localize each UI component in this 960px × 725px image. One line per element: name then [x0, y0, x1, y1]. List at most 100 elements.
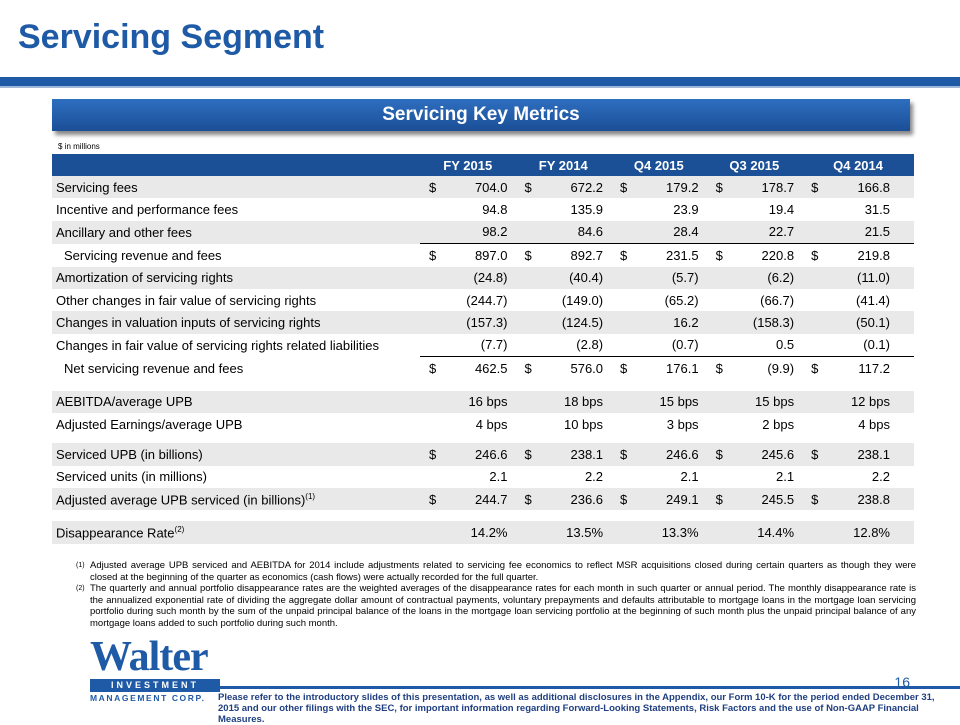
dollar-sign: $	[611, 443, 628, 466]
cell-value: 19.4	[768, 202, 795, 218]
dollar-sign	[611, 198, 627, 220]
cell-value: 176.1	[627, 356, 707, 380]
cell-value: 0.5	[776, 337, 795, 353]
cell-value: 2.2	[584, 469, 604, 485]
table-row: Servicing revenue and fees $897.0 $892.7 $2…	[52, 243, 914, 267]
dollar-sign	[802, 289, 818, 311]
table-row: AEBITDA/average UPB 16 bps 18 bps 15 bps 15 …	[52, 390, 914, 413]
cell-value: 16.2	[627, 311, 707, 334]
cell-value: (24.8)	[436, 266, 516, 289]
dollar-sign	[802, 521, 819, 544]
row-label: Servicing fees	[52, 176, 420, 199]
cell-value: 117.2	[818, 356, 914, 380]
cell-value: 892.7	[531, 243, 612, 267]
dollar-sign	[516, 334, 532, 357]
dollar-sign	[515, 390, 532, 413]
cell-value: 2.1	[489, 469, 508, 485]
cell-value: 21.5	[818, 220, 914, 244]
dollar-sign	[706, 266, 723, 289]
cell-value: 236.6	[531, 488, 612, 511]
table-row: Servicing fees $704.0 $672.2 $179.2 $178.7 $1…	[52, 176, 914, 199]
dollar-sign: $	[611, 243, 628, 267]
dollar-sign	[611, 413, 627, 435]
cell-value: (149.0)	[561, 292, 604, 308]
cell-value: 178.7	[722, 176, 803, 199]
row-label-text: Changes in valuation inputs of servicing…	[56, 315, 321, 331]
dollar-sign	[611, 521, 628, 544]
dollar-sign: $	[802, 443, 819, 466]
row-label: AEBITDA/average UPB	[52, 390, 420, 413]
column-header: FY 2015	[419, 154, 516, 176]
row-label: Changes in valuation inputs of servicing…	[52, 311, 420, 334]
units-note: $ in millions	[58, 142, 100, 151]
dollar-sign	[802, 220, 819, 244]
footer-rule	[214, 686, 960, 689]
dollar-sign	[706, 390, 723, 413]
dollar-sign	[611, 334, 627, 357]
footnote-1: (1) Adjusted average UPB serviced and AE…	[76, 560, 916, 583]
cell-value: 12 bps	[818, 390, 914, 413]
dollar-sign: $	[515, 443, 532, 466]
dollar-sign	[419, 266, 437, 289]
cell-value: 672.2	[531, 176, 612, 199]
row-label: Other changes in fair value of servicing…	[52, 289, 420, 311]
dollar-sign	[515, 521, 532, 544]
logo-subtitle: MANAGEMENT CORP.	[90, 693, 206, 703]
cell-value: (157.3)	[436, 311, 516, 334]
dollar-sign: $	[515, 356, 532, 380]
cell-value: 246.6	[627, 443, 707, 466]
row-label: Net servicing revenue and fees	[52, 357, 420, 380]
table-row: Changes in valuation inputs of servicing…	[52, 311, 914, 334]
cell-value: 84.6	[531, 220, 612, 244]
footnote-mark: (1)	[76, 562, 85, 569]
dollar-sign	[802, 334, 818, 357]
cell-value: 4 bps	[475, 416, 508, 432]
cell-value: (0.1)	[863, 337, 890, 353]
dollar-sign	[515, 311, 532, 334]
table-row: Net servicing revenue and fees $462.5 $576…	[52, 356, 914, 380]
row-label-text: Net servicing revenue and fees	[64, 360, 244, 376]
row-label: Incentive and performance fees	[52, 198, 420, 220]
table-row: Disappearance Rate(2) 14.2% 13.5% 13.3% 14.4…	[52, 521, 914, 544]
row-label-text: Serviced UPB (in billions)	[56, 446, 203, 462]
row-label-text: Incentive and performance fees	[56, 202, 239, 218]
cell-value: (7.7)	[480, 337, 508, 353]
dollar-sign: $	[515, 488, 532, 511]
cell-value: 238.1	[818, 443, 914, 466]
row-label: Disappearance Rate(2)	[52, 521, 420, 544]
row-label: Ancillary and other fees	[52, 220, 420, 244]
cell-value: 98.2	[436, 220, 516, 244]
cell-value: 2.1	[776, 469, 795, 485]
cell-value: 179.2	[627, 176, 707, 199]
cell-value: 576.0	[531, 356, 612, 380]
cell-value: 28.4	[627, 220, 707, 244]
cell-value: 238.1	[531, 443, 612, 466]
section-banner: Servicing Key Metrics	[52, 99, 910, 131]
cell-value: 12.8%	[818, 521, 914, 544]
dollar-sign	[420, 334, 436, 357]
cell-value: (66.7)	[760, 292, 795, 308]
header-rule-light	[0, 86, 960, 88]
dollar-sign	[516, 198, 532, 220]
dollar-sign	[516, 289, 532, 311]
cell-value: 31.5	[864, 202, 890, 218]
dollar-sign: $	[802, 356, 819, 380]
row-label: Serviced units (in millions)	[52, 466, 420, 488]
cell-value: 15 bps	[627, 390, 707, 413]
dollar-sign	[420, 289, 436, 311]
footnote-mark: (2)	[76, 585, 85, 593]
cell-value: (41.4)	[856, 292, 890, 308]
cell-value: 13.5%	[531, 521, 612, 544]
dollar-sign: $	[515, 176, 532, 199]
dollar-sign: $	[706, 243, 723, 267]
dollar-sign: $	[802, 176, 819, 199]
dollar-sign	[802, 198, 818, 220]
table-row: Adjusted Earnings/average UPB 4 bps 10 bps…	[52, 413, 914, 435]
cell-value: 245.5	[722, 488, 803, 511]
row-label-text: Serviced units (in millions)	[56, 469, 207, 485]
row-label-text: Other changes in fair value of servicing…	[56, 292, 317, 308]
cell-value: 135.9	[570, 202, 604, 218]
cell-value: 10 bps	[563, 416, 604, 432]
dollar-sign	[706, 521, 723, 544]
dollar-sign	[802, 466, 818, 488]
